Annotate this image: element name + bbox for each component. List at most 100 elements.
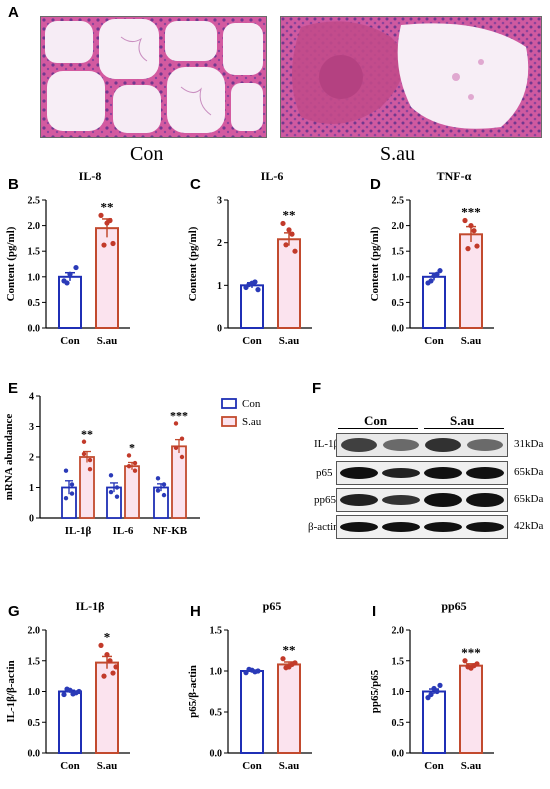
data-point	[98, 212, 104, 218]
x-tick-label: Con	[242, 335, 262, 347]
significance-marker: **	[283, 643, 296, 658]
y-tick-label: 1.5	[210, 626, 223, 637]
data-point	[114, 485, 120, 490]
wb-group-sau: S.au	[450, 413, 475, 428]
chart-title: IL-8	[79, 169, 102, 183]
x-tick-label: Con	[60, 335, 80, 347]
y-tick-label: 1.0	[28, 687, 41, 698]
data-point	[70, 691, 76, 697]
bar-con	[422, 690, 446, 754]
significance-marker: ***	[170, 408, 188, 422]
bar-sau	[95, 661, 119, 754]
data-point	[434, 271, 440, 277]
data-point	[471, 663, 477, 669]
x-tick-label: S.au	[97, 335, 118, 347]
data-point	[101, 673, 107, 679]
bar-sau	[459, 664, 483, 754]
y-tick-label: 3	[217, 196, 222, 207]
y-tick-label: 0.5	[392, 298, 405, 309]
bar-con	[240, 670, 264, 754]
x-tick-label: S.au	[461, 335, 482, 347]
y-axis-label: Content (pg/ml)	[369, 226, 381, 301]
data-point	[255, 287, 261, 293]
data-point	[64, 280, 70, 286]
data-point	[471, 228, 477, 234]
y-tick-label: 2	[217, 238, 222, 249]
data-point	[474, 243, 480, 249]
significance-marker: *	[104, 629, 111, 644]
x-tick-label: S.au	[461, 760, 482, 772]
y-axis-label: mRNA abundance	[3, 414, 15, 501]
y-tick-label: 0.5	[392, 718, 405, 729]
wb-size-beta-actin: 42kDa	[514, 520, 544, 532]
x-tick-label: S.au	[279, 335, 300, 347]
data-point	[155, 476, 161, 481]
significance-marker: ***	[461, 204, 481, 219]
data-point	[292, 248, 298, 254]
panel-letter-e: E	[8, 380, 19, 397]
legend-label-con: Con	[242, 398, 261, 410]
y-tick-label: 1.5	[28, 656, 41, 667]
data-point	[73, 264, 79, 271]
y-tick-label: 0.0	[210, 749, 223, 760]
data-point	[246, 666, 252, 672]
data-point	[87, 457, 93, 463]
y-tick-label: 1.0	[28, 272, 41, 283]
data-point	[63, 495, 69, 501]
chart-title: TNF-α	[437, 169, 472, 183]
histology-image-con	[40, 16, 267, 138]
data-point	[161, 492, 167, 498]
y-axis-label: pp65/p65	[369, 669, 381, 713]
panel-letter-d: D	[370, 176, 381, 193]
wb-protein-p65: p65	[316, 467, 333, 479]
wb-strip-beta-actin	[336, 515, 508, 539]
x-tick-label: Con	[242, 760, 262, 772]
data-point	[252, 669, 258, 675]
y-tick-label: 1.5	[28, 247, 41, 258]
data-point	[108, 473, 114, 478]
western-blot: Con S.au IL-1β p65 pp65 β-actin	[300, 395, 550, 555]
y-tick-label: 4	[29, 392, 34, 403]
wb-size-il1b: 31kDa	[514, 438, 544, 450]
x-tick-label: Con	[60, 760, 80, 772]
data-point	[462, 658, 468, 664]
data-point	[63, 468, 69, 473]
chart-title: p65	[263, 599, 282, 613]
data-point	[64, 686, 70, 692]
data-point	[81, 439, 87, 444]
y-tick-label: 1.0	[392, 687, 405, 698]
legend-swatch-con	[221, 398, 237, 409]
data-point	[81, 451, 87, 457]
data-point	[289, 661, 295, 668]
data-point	[173, 421, 179, 426]
x-tick-label: S.au	[279, 760, 300, 772]
y-tick-label: 0.0	[28, 324, 41, 335]
data-point	[246, 281, 252, 288]
y-tick-label: 3	[29, 422, 34, 433]
y-axis-label: Content (pg/ml)	[5, 226, 17, 301]
data-point	[468, 223, 474, 229]
data-point	[437, 682, 443, 688]
significance-marker: *	[129, 440, 135, 454]
chart-mrna-abundance: mRNA abundance 0 1 2 3 4 ** IL-1β * IL-6 *** NF-KB C…	[3, 392, 262, 538]
legend-label-sau: S.au	[242, 416, 262, 428]
y-tick-label: 2.0	[28, 221, 41, 232]
y-tick-label: 0.0	[392, 324, 405, 335]
y-tick-label: 0.0	[28, 749, 41, 760]
histology-label-sau: S.au	[380, 143, 415, 165]
y-tick-label: 1.0	[392, 272, 405, 283]
panel-letter-c: C	[190, 176, 201, 193]
y-tick-label: 2.5	[392, 196, 405, 207]
wb-protein-pp65: pp65	[314, 494, 336, 506]
data-point	[108, 489, 114, 495]
x-tick-label: IL-6	[113, 525, 134, 537]
panel-letter-a: A	[8, 4, 19, 21]
data-point	[280, 656, 286, 662]
data-point	[76, 688, 82, 695]
x-tick-label: IL-1β	[65, 525, 92, 537]
significance-marker: **	[101, 199, 114, 214]
wb-group-con: Con	[364, 413, 388, 428]
data-point	[286, 227, 292, 233]
panel-letter-g: G	[8, 603, 20, 620]
data-point	[104, 652, 110, 658]
